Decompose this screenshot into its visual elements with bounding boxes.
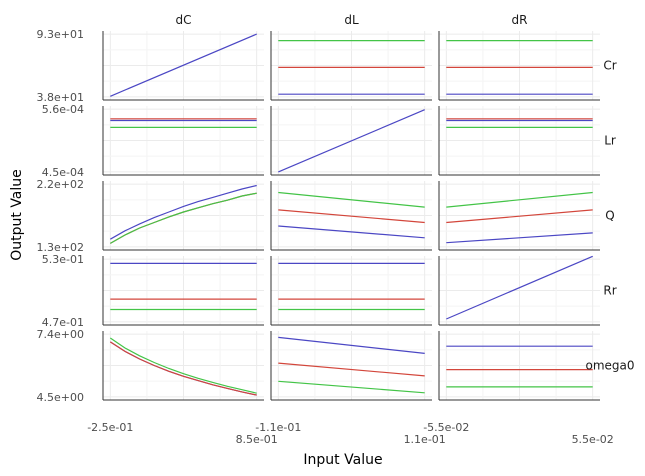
series-line [278,225,425,239]
panel-Q-dL [270,181,432,251]
panel-omega0-dL [270,331,432,401]
series-line [278,362,425,377]
y-tick-labels: 3.8e+01 9.3e+01 4.5e-04 5.6e-04 1.3e+02 2.2e+… [37,28,84,404]
series-line [110,33,257,97]
y-tick-label: 9.3e+01 [37,28,84,41]
x-tick-label: -5.5e-02 [423,421,469,434]
y-tick-label: 3.8e+01 [37,91,84,104]
y-tick-label: 5.6e-04 [42,103,84,116]
panel-Cr-dC [102,31,264,101]
x-tick-labels: -2.5e-01 8.5e-01-1.1e-01 1.1e-01-5.5e-02 5.… [87,421,614,446]
x-tick-label: -2.5e-01 [87,421,133,434]
series-line [109,341,257,396]
panel-omega0-dR [438,331,600,401]
x-tick-label: 8.5e-01 [236,433,278,446]
panel-Rr-dL [270,256,432,326]
series-line [278,380,425,394]
panel-Lr-dL [270,106,432,176]
y-axis-title: Output Value [9,169,25,261]
series-line [110,184,257,240]
y-tick-label: 2.2e+02 [37,178,84,191]
row-strips: Cr Lr Q Rr omega0 [585,59,634,373]
series-line [446,209,593,224]
series-line [278,191,425,208]
y-tick-label: 4.5e+00 [37,391,84,404]
panel-Cr-dR [438,31,600,101]
panel-Q-dC [102,181,264,251]
x-tick-label: 5.5e-02 [572,433,614,446]
series-line [278,209,425,224]
panel-Cr-dL [270,31,432,101]
panel-Lr-dR [438,106,600,176]
y-tick-label: 1.3e+02 [37,241,84,254]
x-tick-label: 1.1e-01 [404,433,446,446]
y-tick-label: 4.5e-04 [42,166,84,179]
series-line [109,337,257,394]
panel-Rr-dR [438,255,600,326]
series-line [278,336,425,354]
series-line [446,232,593,244]
panel-Q-dR [438,181,600,251]
column-strips: dC dL dR [176,13,528,27]
x-axis-title: Input Value [303,452,382,468]
panel-grid [102,31,600,401]
panel-Rr-dC [102,256,264,326]
row-strip-label: Q [605,209,614,223]
row-strip-label: omega0 [585,359,634,373]
y-tick-label: 7.4e+00 [37,328,84,341]
series-line [446,191,593,208]
series-line [278,109,425,173]
x-tick-label: -1.1e-01 [255,421,301,434]
row-strip-label: Rr [603,284,616,298]
column-strip-label: dL [344,13,359,27]
column-strip-label: dC [176,13,192,27]
y-tick-label: 4.7e-01 [42,316,84,329]
panel-Lr-dC [102,106,264,176]
panel-omega0-dC [102,331,264,401]
row-strip-label: Cr [603,59,616,73]
column-strip-label: dR [512,13,528,27]
row-strip-label: Lr [604,134,616,148]
y-tick-label: 5.3e-01 [42,253,84,266]
series-line [110,192,257,244]
series-line [446,255,593,320]
